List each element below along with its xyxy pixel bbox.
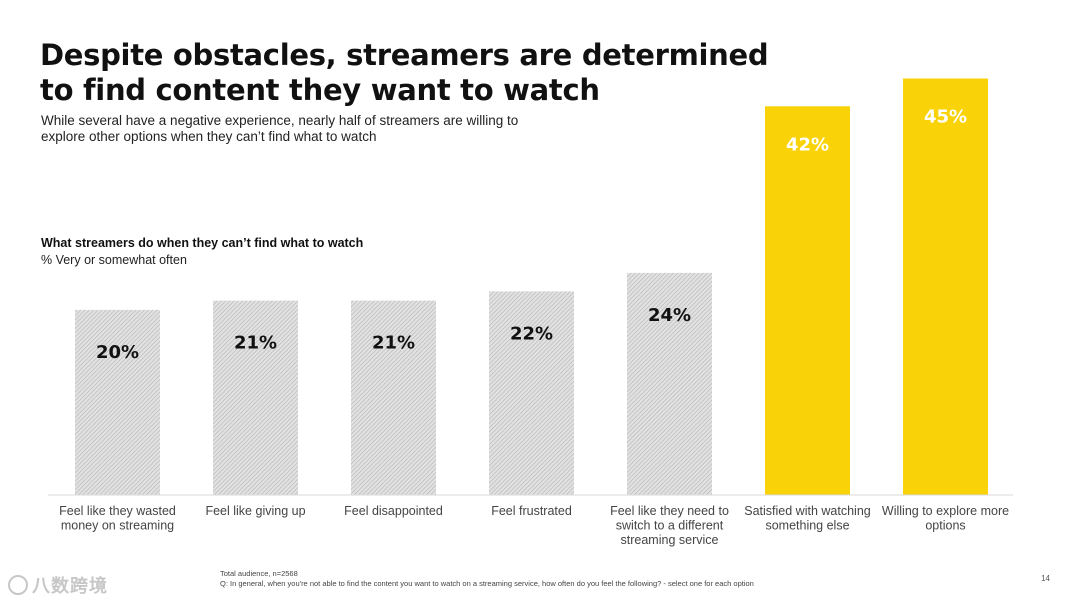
watermark-logo-icon [8, 575, 28, 595]
bar-3 [351, 300, 436, 495]
category-label-6: Satisfied with watching something else [744, 504, 871, 533]
value-label-7: 45% [924, 107, 967, 128]
value-label-2: 21% [234, 333, 277, 354]
page-number: 14 [1041, 574, 1050, 583]
category-label-5: Feel like they need to switch to a differ… [610, 504, 729, 547]
labels-layer: 20% Feel like they wasted money on streami… [59, 107, 1009, 547]
category-label-3: Feel disappointed [344, 504, 443, 518]
slide-subtitle: While several have a negative experience… [41, 113, 519, 144]
value-label-6: 42% [786, 134, 829, 155]
watermark: 八数跨境 [8, 568, 148, 602]
footnote-sample: Total audience, n=2568 [220, 569, 298, 578]
value-label-3: 21% [372, 333, 415, 354]
bar-2 [213, 300, 298, 495]
value-label-4: 22% [510, 323, 553, 344]
bar-4 [489, 291, 574, 495]
category-label-1: Feel like they wasted money on streaming [59, 504, 176, 533]
value-label-5: 24% [648, 305, 691, 326]
watermark-text: 八数跨境 [32, 576, 108, 597]
value-label-1: 20% [96, 342, 139, 363]
footnote-question: Q: In general, when you're not able to f… [220, 578, 754, 588]
bars-layer [75, 78, 988, 496]
bar-1 [75, 309, 160, 495]
category-label-2: Feel like giving up [205, 504, 305, 518]
slide-title: Despite obstacles, streamers are determi… [40, 38, 769, 107]
bar-5 [627, 272, 712, 495]
chart-title: What streamers do when they can’t find w… [41, 236, 364, 250]
bar-7 [903, 78, 988, 496]
chart-unit-label: % Very or somewhat often [41, 253, 187, 267]
category-label-4: Feel frustrated [491, 504, 572, 518]
footnote: Total audience, n=2568 Q: In general, wh… [220, 569, 754, 588]
category-label-7: Willing to explore more options [882, 504, 1009, 533]
bar-6 [765, 106, 850, 495]
